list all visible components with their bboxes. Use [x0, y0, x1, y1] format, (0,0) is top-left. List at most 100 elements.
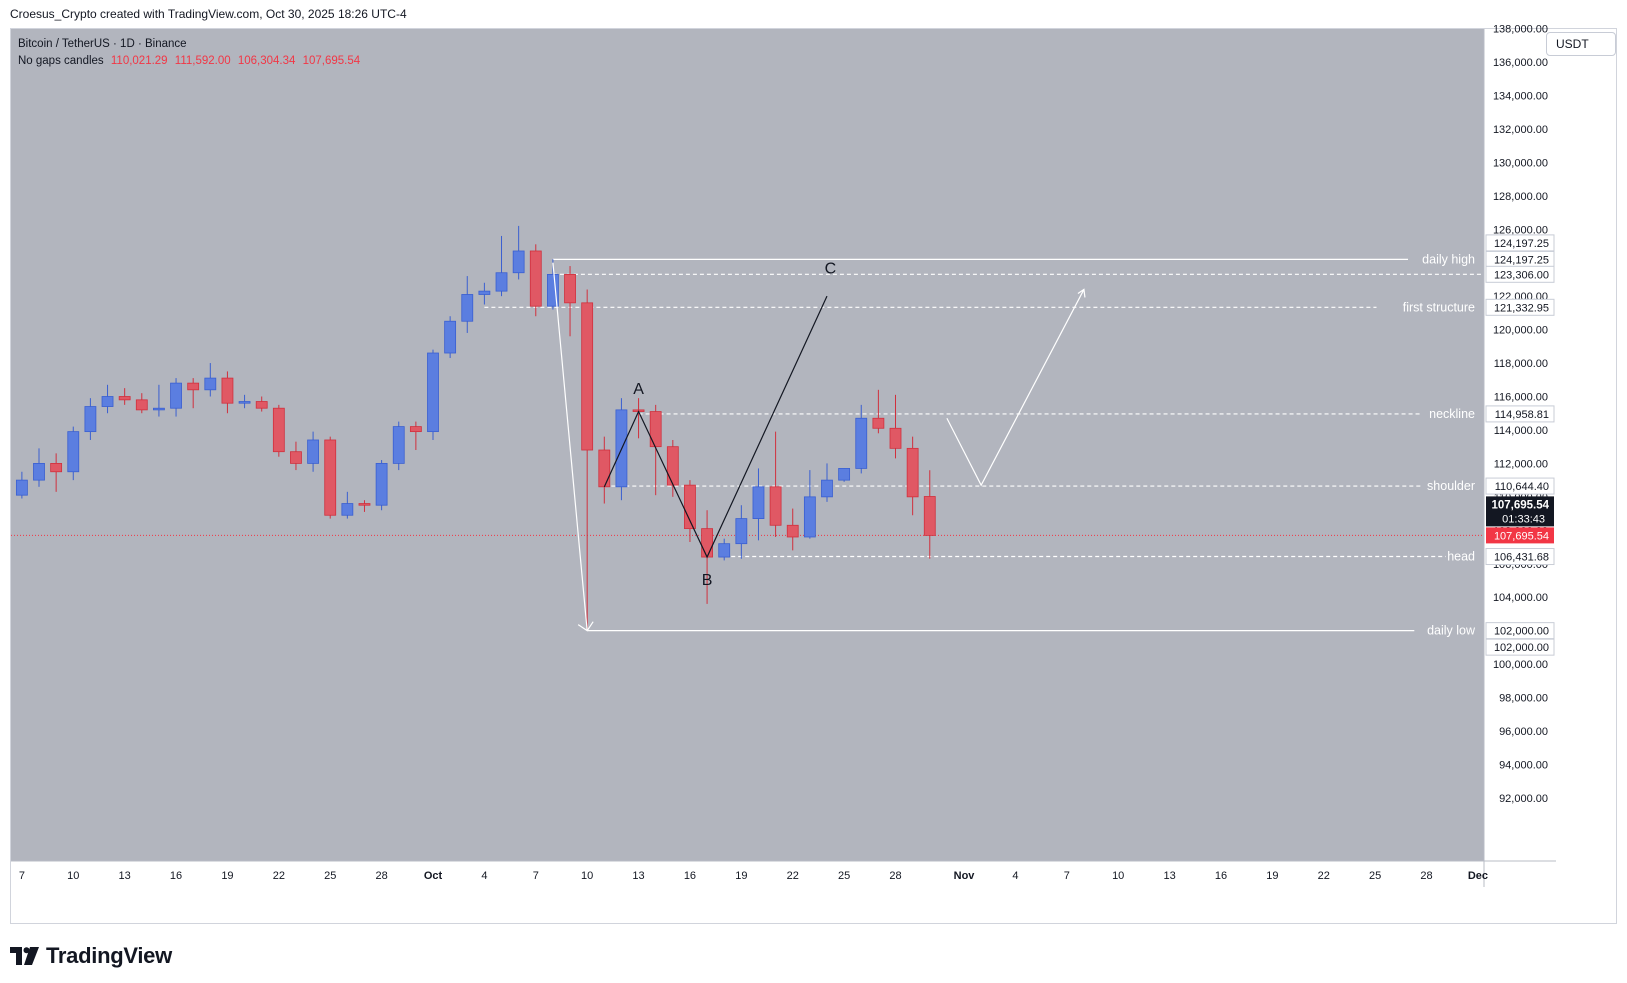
candle[interactable] [204, 363, 217, 397]
candle[interactable] [444, 316, 457, 359]
x-tick-label: Oct [424, 870, 443, 882]
candle[interactable] [221, 371, 234, 414]
drop-arrow-line[interactable] [552, 262, 588, 631]
candle[interactable] [427, 349, 439, 440]
candle-body [512, 250, 525, 274]
x-tick-label: 13 [1163, 870, 1175, 882]
candle-body [821, 479, 833, 498]
candle[interactable] [324, 436, 337, 519]
candle[interactable] [272, 404, 285, 457]
axis-label-daily-high-text: 124,197.25 [1494, 254, 1549, 266]
candle[interactable] [495, 235, 508, 297]
y-tick-label: 132,000.00 [1493, 124, 1548, 136]
candle[interactable] [512, 225, 525, 280]
candle[interactable] [170, 378, 182, 417]
candle[interactable] [718, 538, 731, 561]
candle[interactable] [409, 421, 422, 451]
candle[interactable] [307, 431, 319, 472]
candle[interactable] [838, 468, 851, 482]
candle[interactable] [101, 384, 114, 414]
candle-body [598, 449, 611, 488]
x-tick-label: 25 [838, 870, 850, 882]
candle[interactable] [821, 463, 833, 502]
candle-body [872, 417, 885, 429]
candle[interactable] [786, 508, 799, 551]
axis-label-daily-low-text: 102,000.00 [1494, 626, 1549, 638]
current-price-box-bg [1486, 527, 1554, 544]
candle-body [718, 543, 731, 558]
x-tick-label: 10 [1112, 870, 1124, 882]
level-label-head: head [1447, 550, 1475, 564]
candle[interactable] [135, 393, 148, 414]
candle[interactable] [923, 470, 936, 559]
axis-label-extra-bg [1485, 638, 1555, 656]
candle-body [495, 272, 508, 292]
candle[interactable] [67, 426, 80, 481]
candle[interactable] [84, 398, 97, 440]
candle-body [906, 447, 919, 498]
candle[interactable] [803, 470, 816, 539]
candle[interactable] [358, 500, 371, 512]
candle-body [255, 401, 268, 409]
x-tick-label: 10 [581, 870, 593, 882]
currency-button[interactable]: USDT [1546, 32, 1616, 56]
abc-pattern-line[interactable] [603, 295, 828, 559]
candle[interactable] [906, 436, 919, 516]
candle[interactable] [153, 384, 165, 417]
symbol-title[interactable]: Bitcoin / TetherUS · 1D · Binance [18, 38, 187, 50]
axis-label-head: 106,431.68 [1485, 548, 1555, 566]
x-tick-label: 22 [787, 870, 799, 882]
candle-body [529, 250, 542, 307]
candle-body [290, 451, 302, 464]
axis-label-neckline-bg [1485, 405, 1555, 423]
axis-label-extra: 102,000.00 [1485, 638, 1555, 656]
time-axis-background [11, 861, 1556, 923]
candle[interactable] [15, 471, 28, 499]
candle[interactable] [872, 389, 885, 434]
candle[interactable] [375, 460, 388, 511]
candle[interactable] [392, 421, 405, 471]
projection-path-line[interactable] [946, 289, 1085, 487]
level-label-neckline: neckline [1429, 407, 1475, 421]
candle[interactable] [187, 378, 200, 409]
candle[interactable] [529, 244, 542, 317]
candle[interactable] [684, 480, 696, 543]
x-tick-label: 25 [324, 870, 336, 882]
candle[interactable] [50, 453, 63, 492]
y-tick-label: 126,000.00 [1493, 224, 1548, 236]
candle[interactable] [461, 276, 474, 333]
candle[interactable] [255, 396, 268, 412]
candle[interactable] [769, 431, 782, 537]
x-tick-label: Nov [954, 870, 976, 882]
candle[interactable] [752, 468, 765, 541]
candle[interactable] [855, 404, 868, 474]
candle[interactable] [238, 394, 251, 409]
candle-body [923, 496, 936, 536]
candle[interactable] [118, 388, 131, 405]
candle[interactable] [889, 394, 902, 459]
plot-background [11, 29, 1484, 861]
candle-body [803, 496, 816, 538]
candle[interactable] [478, 282, 491, 305]
candle-body [855, 417, 868, 469]
y-tick-label: 136,000.00 [1493, 57, 1548, 69]
axis-label-head-text: 106,431.68 [1494, 552, 1549, 564]
candle[interactable] [290, 441, 302, 471]
candle-body [221, 377, 234, 404]
candle-body [187, 382, 200, 391]
tradingview-logo[interactable]: TradingView [10, 943, 172, 969]
candle-body [461, 294, 474, 322]
candle[interactable] [33, 448, 45, 487]
wave-label-b: B [702, 572, 713, 589]
y-tick-label: 92,000.00 [1499, 793, 1548, 805]
candle-body [101, 396, 114, 407]
x-tick-label: 19 [221, 870, 233, 882]
candle-body [375, 462, 388, 506]
x-tick-label: 28 [889, 870, 901, 882]
candle[interactable] [735, 505, 748, 559]
candle[interactable] [581, 289, 594, 631]
y-tick-label: 96,000.00 [1499, 726, 1548, 738]
candle[interactable] [564, 266, 576, 337]
candle[interactable] [341, 491, 354, 519]
